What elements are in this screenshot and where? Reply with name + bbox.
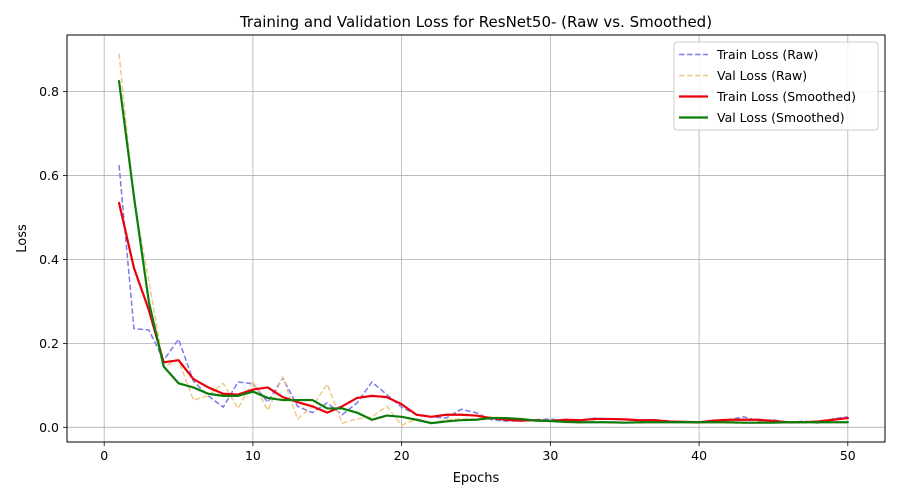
series-line-train-loss-raw (118, 165, 848, 424)
x-tick-label: 20 (394, 448, 410, 463)
y-axis-label: Loss (15, 224, 30, 253)
y-tick-label: 0.2 (39, 336, 59, 351)
legend: Train Loss (Raw) Val Loss (Raw) Train Loss… (673, 41, 879, 131)
x-tick-label: 0 (100, 448, 108, 463)
x-tick-label: 40 (691, 448, 707, 463)
x-tick-label: 30 (542, 448, 558, 463)
x-axis-label: Epochs (453, 471, 500, 486)
plot-frame (66, 34, 886, 443)
x-tick-label: 50 (840, 448, 856, 463)
series-lines (117, 53, 849, 426)
legend-entry-label: Train Loss (Raw) (716, 47, 818, 62)
legend-entry-label: Val Loss (Raw) (717, 68, 807, 83)
legend-box (673, 41, 879, 131)
y-tick-label: 0.6 (39, 168, 59, 183)
axis-ticks: 0 10 20 30 40 50 0.0 0.2 0.4 0.6 0.8 (39, 84, 856, 463)
series-line-val-loss-smoothed (117, 80, 849, 425)
y-tick-label: 0.8 (39, 84, 59, 99)
legend-entry-label: Val Loss (Smoothed) (717, 110, 845, 125)
chart-title: Training and Validation Loss for ResNet5… (239, 13, 712, 31)
y-tick-label: 0.4 (39, 252, 59, 267)
series-line-train-loss-smoothed (117, 201, 849, 424)
x-tick-label: 10 (245, 448, 261, 463)
legend-entry-label: Train Loss (Smoothed) (716, 89, 856, 104)
y-tick-label: 0.0 (39, 420, 59, 435)
